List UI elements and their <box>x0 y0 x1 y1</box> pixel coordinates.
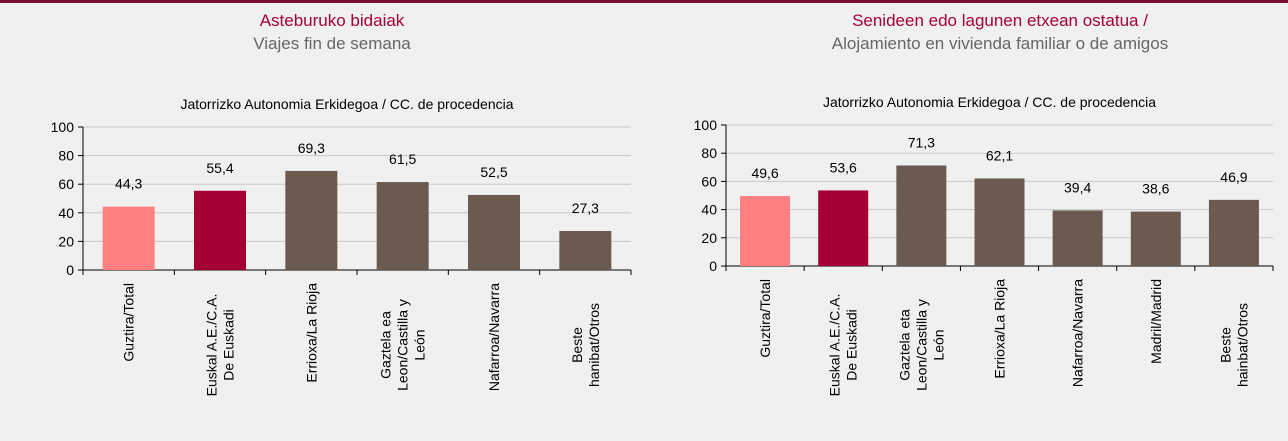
top-rule <box>0 0 1288 3</box>
y-tick-label: 0 <box>709 258 717 274</box>
y-tick-label: 60 <box>58 176 74 192</box>
data-label: 62,1 <box>986 147 1013 163</box>
data-label: 38,6 <box>1142 181 1169 197</box>
chart-title: Asteburuko bidaiak <box>260 11 405 30</box>
y-tick-label: 20 <box>701 230 717 246</box>
bar <box>740 196 791 266</box>
chart-subtitle: Viajes fin de semana <box>253 34 411 53</box>
x-tick-label: Madril/Madrid <box>1148 279 1164 364</box>
axis-title: Jatorrizko Autonomia Erkidegoa / CC. de … <box>180 96 513 112</box>
bar <box>194 190 246 270</box>
x-tick-label: hanibat/Otros <box>586 303 602 387</box>
x-tick-label: Leon/Castilla y <box>395 299 411 391</box>
chart-subtitle: Alojamiento en vivienda familiar o de am… <box>832 34 1168 53</box>
y-tick-label: 80 <box>58 148 74 164</box>
x-tick-label: hainbat/Otros <box>1234 303 1250 387</box>
data-label: 46,9 <box>1220 169 1247 185</box>
x-tick-label: León <box>412 329 428 360</box>
x-tick-label: De Euskadi <box>844 309 860 381</box>
x-tick-label: Guztira/Total <box>757 279 773 358</box>
bar <box>896 165 947 266</box>
chart-title: Senideen edo lagunen etxean ostatua / <box>852 11 1148 30</box>
data-label: 69,3 <box>298 140 325 156</box>
bar <box>818 190 869 266</box>
y-tick-label: 40 <box>701 202 717 218</box>
y-tick-label: 80 <box>701 145 717 161</box>
x-tick-label: Gaztela ea <box>378 311 394 379</box>
x-tick-label: De Euskadi <box>221 309 237 381</box>
data-label: 44,3 <box>115 176 142 192</box>
data-label: 27,3 <box>572 200 599 216</box>
bar <box>102 206 155 270</box>
y-tick-label: 40 <box>58 205 74 221</box>
data-label: 39,4 <box>1064 179 1091 195</box>
x-tick-label: Nafarroa/Navarra <box>486 283 502 391</box>
axis-title: Jatorrizko Autonomia Erkidegoa / CC. de … <box>823 94 1156 110</box>
x-tick-label: León <box>930 329 946 360</box>
bar <box>1130 211 1181 266</box>
y-tick-label: 0 <box>66 262 74 278</box>
x-tick-label: Euskal A.E./C.A. <box>204 294 220 397</box>
bar <box>468 194 520 270</box>
x-tick-label: Errioxa/La Rioja <box>303 283 319 383</box>
data-label: 52,5 <box>480 164 507 180</box>
x-tick-label: Beste <box>569 327 585 363</box>
y-tick-label: 20 <box>58 233 74 249</box>
bar <box>1052 210 1103 266</box>
data-label: 49,6 <box>751 165 778 181</box>
data-label: 61,5 <box>389 151 416 167</box>
x-tick-label: Euskal A.E./C.A. <box>827 294 843 397</box>
x-tick-label: Errioxa/La Rioja <box>992 279 1008 379</box>
bar <box>974 178 1025 266</box>
y-tick-label: 100 <box>694 117 718 133</box>
x-tick-label: Beste <box>1217 327 1233 363</box>
bar <box>1208 199 1259 266</box>
y-tick-label: 100 <box>51 119 75 135</box>
data-label: 53,6 <box>830 159 857 175</box>
y-tick-label: 60 <box>701 173 717 189</box>
x-tick-label: Gaztela eta <box>896 309 912 381</box>
bar <box>376 182 429 270</box>
bar <box>285 170 338 270</box>
x-tick-label: Leon/Castilla y <box>913 299 929 391</box>
data-label: 71,3 <box>908 134 935 150</box>
x-tick-label: Nafarroa/Navarra <box>1070 279 1086 387</box>
data-label: 55,4 <box>206 160 233 176</box>
x-tick-label: Guztira/Total <box>121 283 137 362</box>
bar <box>559 230 612 270</box>
